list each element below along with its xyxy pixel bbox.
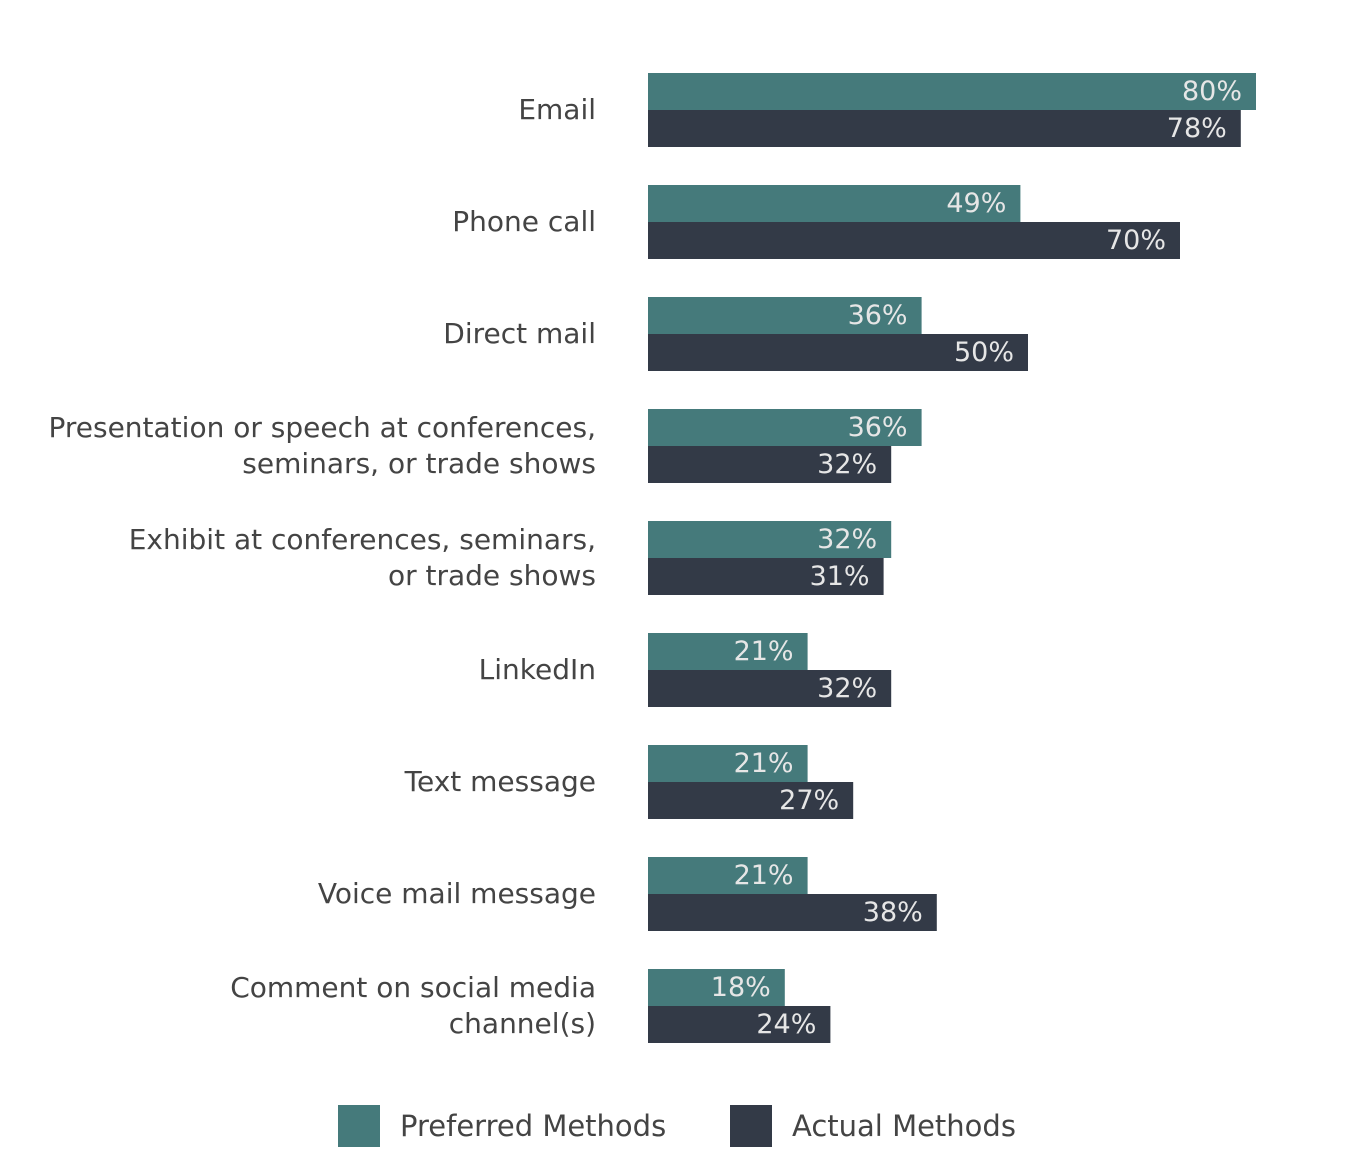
category-label: Text message (404, 765, 596, 798)
bar (648, 446, 892, 483)
value-label: 32% (817, 524, 877, 555)
bar (648, 409, 922, 446)
value-label: 31% (810, 561, 870, 592)
value-label: 70% (1106, 225, 1166, 256)
legend-label: Actual Methods (792, 1109, 1016, 1143)
bar (648, 73, 1256, 110)
bar (648, 670, 892, 707)
bar (648, 969, 785, 1006)
category-label: Comment on social media channel(s) (230, 971, 596, 1040)
value-label: 21% (734, 748, 794, 779)
bar (648, 745, 808, 782)
bar (648, 558, 884, 595)
value-label: 21% (734, 636, 794, 667)
bar (648, 334, 1028, 371)
bar (648, 1006, 831, 1043)
bar (648, 222, 1180, 259)
value-label: 50% (954, 337, 1014, 368)
value-label: 24% (756, 1009, 816, 1040)
category-label: LinkedIn (478, 653, 596, 686)
category-label: Phone call (452, 205, 596, 238)
bar (648, 110, 1241, 147)
value-label: 32% (817, 449, 877, 480)
bar (648, 857, 808, 894)
value-label: 27% (779, 785, 839, 816)
value-label: 21% (734, 860, 794, 891)
category-label: Presentation or speech at conferences, s… (48, 411, 596, 480)
bar (648, 521, 892, 558)
bar (648, 297, 922, 334)
bar (648, 894, 937, 931)
bar (648, 782, 854, 819)
value-label: 36% (848, 412, 908, 443)
bar (648, 633, 808, 670)
value-label: 80% (1182, 76, 1242, 107)
value-label: 18% (711, 972, 771, 1003)
category-label: Email (518, 93, 596, 126)
value-label: 49% (946, 188, 1006, 219)
legend-label: Preferred Methods (400, 1109, 666, 1143)
legend-swatch (730, 1105, 772, 1147)
bar (648, 185, 1021, 222)
value-label: 32% (817, 673, 877, 704)
value-label: 78% (1167, 113, 1227, 144)
legend-swatch (338, 1105, 380, 1147)
value-label: 38% (863, 897, 923, 928)
category-label: Exhibit at conferences, seminars, or tra… (128, 523, 596, 592)
value-label: 36% (848, 300, 908, 331)
category-label: Direct mail (443, 317, 596, 350)
category-label: Voice mail message (317, 877, 596, 910)
